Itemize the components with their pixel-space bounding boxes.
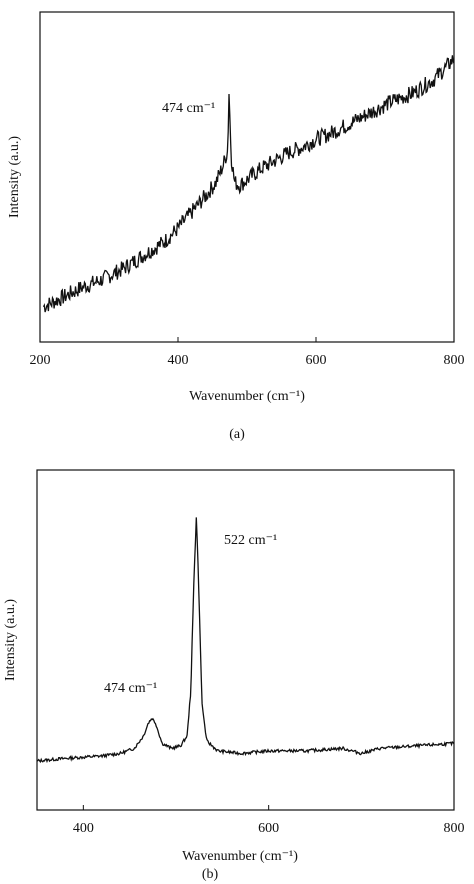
x-tick-label: 400 (73, 821, 94, 836)
plot-frame (39, 11, 455, 343)
plot-frame (36, 469, 455, 811)
panel-label-b: (b) (202, 867, 219, 882)
peak-label-474: 474 cm⁻¹ (104, 681, 157, 696)
spectrum-line (36, 517, 455, 764)
y-axis-label: Intensity (a.u.) (3, 599, 18, 681)
x-tick-label: 600 (258, 821, 279, 836)
chart-a: 200 400 600 800 474 cm⁻¹ Wavenumber (cm⁻¹) … (7, 11, 465, 442)
chart-b: 400 600 800 474 cm⁻¹ 522 cm⁻¹ Wavenumber (… (3, 469, 465, 882)
x-tick-label: 200 (30, 353, 51, 368)
spectrum-line (42, 55, 455, 313)
x-tick-label: 600 (306, 353, 327, 368)
x-tick-label: 800 (444, 353, 465, 368)
x-axis-label: Wavenumber (cm⁻¹) (189, 389, 305, 404)
panel-label-a: (a) (229, 427, 245, 442)
x-tick-label: 800 (444, 821, 465, 836)
x-tick-label: 400 (168, 353, 189, 368)
peak-label-522: 522 cm⁻¹ (224, 533, 277, 548)
x-axis-label: Wavenumber (cm⁻¹) (182, 849, 298, 864)
x-ticks: 200 400 600 800 (30, 337, 465, 368)
x-ticks: 400 600 800 (73, 805, 465, 836)
peak-label-474: 474 cm⁻¹ (162, 101, 215, 116)
y-axis-label: Intensity (a.u.) (7, 136, 22, 218)
